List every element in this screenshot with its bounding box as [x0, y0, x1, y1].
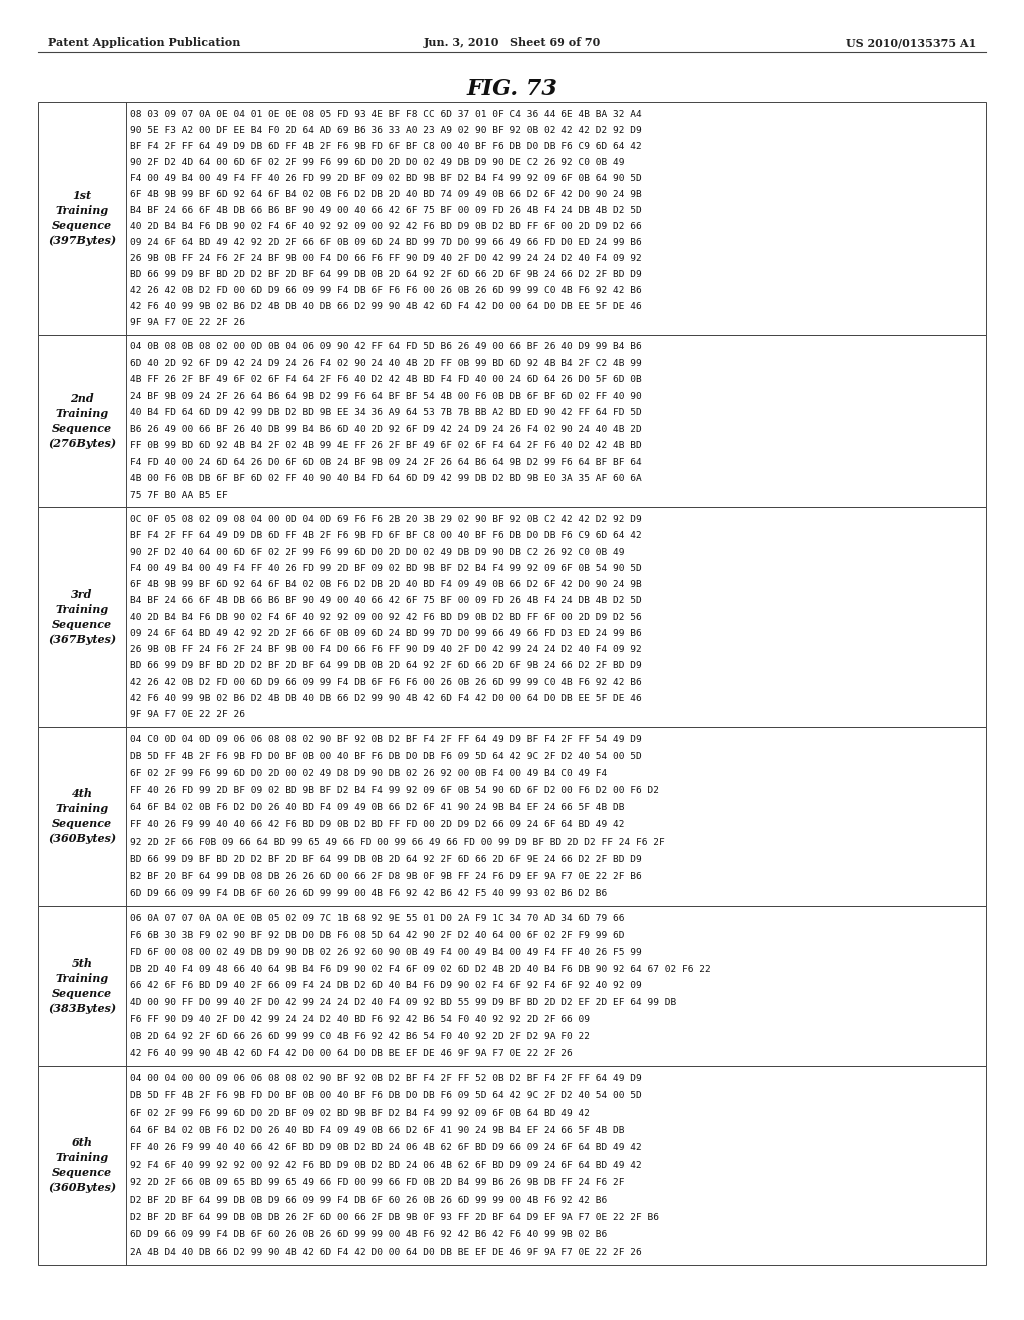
Text: D2 BF 2D BF 64 99 DB 0B DB 26 2F 6D 00 66 2F DB 9B 0F 93 FF 2D BF 64 D9 EF 9A F7: D2 BF 2D BF 64 99 DB 0B DB 26 2F 6D 00 6…: [130, 1213, 659, 1222]
Text: 6F 4B 9B 99 BF 6D 92 64 6F B4 02 0B F6 D2 DB 2D 40 BD 74 09 49 0B 66 D2 6F 42 D0: 6F 4B 9B 99 BF 6D 92 64 6F B4 02 0B F6 D…: [130, 190, 642, 199]
Text: 04 C0 0D 04 0D 09 06 06 08 08 02 90 BF 92 0B D2 BF F4 2F FF 64 49 D9 BF F4 2F FF: 04 C0 0D 04 0D 09 06 06 08 08 02 90 BF 9…: [130, 735, 642, 743]
Text: 2nd
Training
Sequence
(276Bytes): 2nd Training Sequence (276Bytes): [48, 393, 116, 449]
Text: 4B 00 F6 0B DB 6F BF 6D 02 FF 40 90 40 B4 FD 64 6D D9 42 99 DB D2 BD 9B E0 3A 35: 4B 00 F6 0B DB 6F BF 6D 02 FF 40 90 40 B…: [130, 474, 642, 483]
Text: 6th
Training
Sequence
(360Bytes): 6th Training Sequence (360Bytes): [48, 1138, 116, 1193]
Text: 90 2F D2 4D 64 00 6D 6F 02 2F 99 F6 99 6D D0 2D D0 02 49 DB D9 90 DE C2 26 92 C0: 90 2F D2 4D 64 00 6D 6F 02 2F 99 F6 99 6…: [130, 157, 625, 166]
Text: 0C 0F 05 08 02 09 08 04 00 0D 04 0D 69 F6 F6 2B 20 3B 29 02 90 BF 92 0B C2 42 42: 0C 0F 05 08 02 09 08 04 00 0D 04 0D 69 F…: [130, 515, 642, 524]
Text: US 2010/0135375 A1: US 2010/0135375 A1: [846, 37, 976, 48]
Text: B4 BF 24 66 6F 4B DB 66 B6 BF 90 49 00 40 66 42 6F 75 BF 00 09 FD 26 4B F4 24 DB: B4 BF 24 66 6F 4B DB 66 B6 BF 90 49 00 4…: [130, 206, 642, 215]
Text: FF 0B 99 BD 6D 92 4B B4 2F 02 4B 99 4E FF 26 2F BF 49 6F 02 6F F4 64 2F F6 40 D2: FF 0B 99 BD 6D 92 4B B4 2F 02 4B 99 4E F…: [130, 441, 642, 450]
Text: B4 BF 24 66 6F 4B DB 66 B6 BF 90 49 00 40 66 42 6F 75 BF 00 09 FD 26 4B F4 24 DB: B4 BF 24 66 6F 4B DB 66 B6 BF 90 49 00 4…: [130, 597, 642, 606]
Text: 64 6F B4 02 0B F6 D2 D0 26 40 BD F4 09 49 0B 66 D2 6F 41 90 24 9B B4 EF 24 66 5F: 64 6F B4 02 0B F6 D2 D0 26 40 BD F4 09 4…: [130, 804, 625, 812]
Text: F4 00 49 B4 00 49 F4 FF 40 26 FD 99 2D BF 09 02 BD 9B BF D2 B4 F4 99 92 09 6F 0B: F4 00 49 B4 00 49 F4 FF 40 26 FD 99 2D B…: [130, 174, 642, 182]
Text: 5th
Training
Sequence
(383Bytes): 5th Training Sequence (383Bytes): [48, 958, 116, 1014]
Text: 42 F6 40 99 90 4B 42 6D F4 42 D0 00 64 D0 DB BE EF DE 46 9F 9A F7 0E 22 2F 26: 42 F6 40 99 90 4B 42 6D F4 42 D0 00 64 D…: [130, 1048, 572, 1057]
Text: 08 03 09 07 0A 0E 04 01 0E 0E 08 05 FD 93 4E BF F8 CC 6D 37 01 0F C4 36 44 6E 4B: 08 03 09 07 0A 0E 04 01 0E 0E 08 05 FD 9…: [130, 110, 642, 119]
Text: 42 26 42 0B D2 FD 00 6D D9 66 09 99 F4 DB 6F F6 F6 00 26 0B 26 6D 99 99 C0 4B F6: 42 26 42 0B D2 FD 00 6D D9 66 09 99 F4 D…: [130, 677, 642, 686]
Bar: [38, 102, 986, 334]
Text: 42 F6 40 99 9B 02 B6 D2 4B DB 40 DB 66 D2 99 90 4B 42 6D F4 42 D0 00 64 D0 DB EE: 42 F6 40 99 9B 02 B6 D2 4B DB 40 DB 66 D…: [130, 694, 642, 702]
Text: BF F4 2F FF 64 49 D9 DB 6D FF 4B 2F F6 9B FD 6F BF C8 00 40 BF F6 DB D0 DB F6 C9: BF F4 2F FF 64 49 D9 DB 6D FF 4B 2F F6 9…: [130, 141, 642, 150]
Text: 66 42 6F F6 BD D9 40 2F 66 09 F4 24 DB D2 6D 40 B4 F6 D9 90 02 F4 6F 92 F4 6F 92: 66 42 6F F6 BD D9 40 2F 66 09 F4 24 DB D…: [130, 981, 642, 990]
Text: 4th
Training
Sequence
(360Bytes): 4th Training Sequence (360Bytes): [48, 788, 116, 845]
Text: Patent Application Publication: Patent Application Publication: [48, 37, 241, 48]
Text: 42 F6 40 99 9B 02 B6 D2 4B DB 40 DB 66 D2 99 90 4B 42 6D F4 42 D0 00 64 D0 DB EE: 42 F6 40 99 9B 02 B6 D2 4B DB 40 DB 66 D…: [130, 302, 642, 312]
Text: FF 40 26 F9 99 40 40 66 42 F6 BD D9 0B D2 BD FF FD 00 2D D9 D2 66 09 24 6F 64 BD: FF 40 26 F9 99 40 40 66 42 F6 BD D9 0B D…: [130, 821, 625, 829]
Text: 6D D9 66 09 99 F4 DB 6F 60 26 0B 26 6D 99 99 00 4B F6 92 42 B6 42 F6 40 99 9B 02: 6D D9 66 09 99 F4 DB 6F 60 26 0B 26 6D 9…: [130, 1230, 607, 1239]
Text: 4D 00 90 FF D0 99 40 2F D0 42 99 24 24 D2 40 F4 09 92 BD 55 99 D9 BF BD 2D D2 EF: 4D 00 90 FF D0 99 40 2F D0 42 99 24 24 D…: [130, 998, 676, 1007]
Text: 0B 2D 64 92 2F 6D 66 26 6D 99 99 C0 4B F6 92 42 B6 54 F0 40 92 2D 2F D2 9A F0 22: 0B 2D 64 92 2F 6D 66 26 6D 99 99 C0 4B F…: [130, 1032, 590, 1041]
Text: 40 2D B4 B4 F6 DB 90 02 F4 6F 40 92 92 09 00 92 42 F6 BD D9 0B D2 BD FF 6F 00 2D: 40 2D B4 B4 F6 DB 90 02 F4 6F 40 92 92 0…: [130, 222, 642, 231]
Text: 6D D9 66 09 99 F4 DB 6F 60 26 6D 99 99 00 4B F6 92 42 B6 42 F5 40 99 93 02 B6 D2: 6D D9 66 09 99 F4 DB 6F 60 26 6D 99 99 0…: [130, 890, 607, 898]
Text: D2 BF 2D BF 64 99 DB 0B D9 66 09 99 F4 DB 6F 60 26 0B 26 6D 99 99 00 4B F6 92 42: D2 BF 2D BF 64 99 DB 0B D9 66 09 99 F4 D…: [130, 1196, 607, 1205]
Bar: [38, 906, 986, 1065]
Text: 92 F4 6F 40 99 92 92 00 92 42 F6 BD D9 0B D2 BD 24 06 4B 62 6F BD D9 09 24 6F 64: 92 F4 6F 40 99 92 92 00 92 42 F6 BD D9 0…: [130, 1160, 642, 1170]
Text: DB 5D FF 4B 2F F6 9B FD D0 BF 0B 00 40 BF F6 DB D0 DB F6 09 5D 64 42 9C 2F D2 40: DB 5D FF 4B 2F F6 9B FD D0 BF 0B 00 40 B…: [130, 752, 642, 760]
Text: 42 26 42 0B D2 FD 00 6D D9 66 09 99 F4 DB 6F F6 F6 00 26 0B 26 6D 99 99 C0 4B F6: 42 26 42 0B D2 FD 00 6D D9 66 09 99 F4 D…: [130, 286, 642, 294]
Text: 1st
Training
Sequence
(397Bytes): 1st Training Sequence (397Bytes): [48, 190, 116, 247]
Text: B2 BF 20 BF 64 99 DB 08 DB 26 26 6D 00 66 2F D8 9B 0F 9B FF 24 F6 D9 EF 9A F7 0E: B2 BF 20 BF 64 99 DB 08 DB 26 26 6D 00 6…: [130, 873, 642, 880]
Text: 9F 9A F7 0E 22 2F 26: 9F 9A F7 0E 22 2F 26: [130, 318, 245, 327]
Text: Jun. 3, 2010   Sheet 69 of 70: Jun. 3, 2010 Sheet 69 of 70: [423, 37, 601, 48]
Text: 26 9B 0B FF 24 F6 2F 24 BF 9B 00 F4 D0 66 F6 FF 90 D9 40 2F D0 42 99 24 24 D2 40: 26 9B 0B FF 24 F6 2F 24 BF 9B 00 F4 D0 6…: [130, 253, 642, 263]
Text: FF 40 26 F9 99 40 40 66 42 6F BD D9 0B D2 BD 24 06 4B 62 6F BD D9 66 09 24 6F 64: FF 40 26 F9 99 40 40 66 42 6F BD D9 0B D…: [130, 1143, 642, 1152]
Text: FF 40 26 FD 99 2D BF 09 02 BD 9B BF D2 B4 F4 99 92 09 6F 0B 54 90 6D 6F D2 00 F6: FF 40 26 FD 99 2D BF 09 02 BD 9B BF D2 B…: [130, 787, 659, 795]
Bar: [38, 727, 986, 906]
Text: 92 2D 2F 66 0B 09 65 BD 99 65 49 66 FD 00 99 66 FD 0B 2D B4 99 B6 26 9B DB FF 24: 92 2D 2F 66 0B 09 65 BD 99 65 49 66 FD 0…: [130, 1179, 625, 1187]
Text: F4 00 49 B4 00 49 F4 FF 40 26 FD 99 2D BF 09 02 BD 9B BF D2 B4 F4 99 92 09 6F 0B: F4 00 49 B4 00 49 F4 FF 40 26 FD 99 2D B…: [130, 564, 642, 573]
Text: BD 66 99 D9 BF BD 2D D2 BF 2D BF 64 99 DB 0B 2D 64 92 2F 6D 66 2D 6F 9E 24 66 D2: BD 66 99 D9 BF BD 2D D2 BF 2D BF 64 99 D…: [130, 855, 642, 863]
Text: 90 2F D2 40 64 00 6D 6F 02 2F 99 F6 99 6D D0 2D D0 02 49 DB D9 90 DB C2 26 92 C0: 90 2F D2 40 64 00 6D 6F 02 2F 99 F6 99 6…: [130, 548, 625, 557]
Text: 75 7F B0 AA B5 EF: 75 7F B0 AA B5 EF: [130, 491, 227, 500]
Text: BD 66 99 D9 BF BD 2D D2 BF 2D BF 64 99 DB 0B 2D 64 92 2F 6D 66 2D 6F 9B 24 66 D2: BD 66 99 D9 BF BD 2D D2 BF 2D BF 64 99 D…: [130, 661, 642, 671]
Text: F6 FF 90 D9 40 2F D0 42 99 24 24 D2 40 BD F6 92 42 B6 54 F0 40 92 92 2D 2F 66 09: F6 FF 90 D9 40 2F D0 42 99 24 24 D2 40 B…: [130, 1015, 590, 1024]
Bar: [38, 334, 986, 507]
Text: 90 5E F3 A2 00 DF EE B4 F0 2D 64 AD 69 B6 36 33 A0 23 A9 02 90 BF 92 0B 02 42 42: 90 5E F3 A2 00 DF EE B4 F0 2D 64 AD 69 B…: [130, 125, 642, 135]
Text: BF F4 2F FF 64 49 D9 DB 6D FF 4B 2F F6 9B FD 6F BF C8 00 40 BF F6 DB D0 DB F6 C9: BF F4 2F FF 64 49 D9 DB 6D FF 4B 2F F6 9…: [130, 531, 642, 540]
Text: 4B FF 26 2F BF 49 6F 02 6F F4 64 2F F6 40 D2 42 4B BD F4 FD 40 00 24 6D 64 26 D0: 4B FF 26 2F BF 49 6F 02 6F F4 64 2F F6 4…: [130, 375, 642, 384]
Text: B6 26 49 00 66 BF 26 40 DB 99 B4 B6 6D 40 2D 92 6F D9 42 24 D9 24 26 F4 02 90 24: B6 26 49 00 66 BF 26 40 DB 99 B4 B6 6D 4…: [130, 425, 642, 434]
Bar: [38, 1065, 986, 1265]
Text: 6F 4B 9B 99 BF 6D 92 64 6F B4 02 0B F6 D2 DB 2D 40 BD F4 09 49 0B 66 D2 6F 42 D0: 6F 4B 9B 99 BF 6D 92 64 6F B4 02 0B F6 D…: [130, 579, 642, 589]
Text: 6F 02 2F 99 F6 99 6D D0 2D 00 02 49 D8 D9 90 DB 02 26 92 00 0B F4 00 49 B4 C0 49: 6F 02 2F 99 F6 99 6D D0 2D 00 02 49 D8 D…: [130, 770, 607, 777]
Text: F4 FD 40 00 24 6D 64 26 D0 6F 6D 0B 24 BF 9B 09 24 2F 26 64 B6 64 9B D2 99 F6 64: F4 FD 40 00 24 6D 64 26 D0 6F 6D 0B 24 B…: [130, 458, 642, 467]
Text: 09 24 6F 64 BD 49 42 92 2D 2F 66 6F 0B 09 6D 24 BD 99 7D D0 99 66 49 66 FD D3 ED: 09 24 6F 64 BD 49 42 92 2D 2F 66 6F 0B 0…: [130, 628, 642, 638]
Text: 04 00 04 00 00 09 06 06 08 08 02 90 BF 92 0B D2 BF F4 2F FF 52 0B D2 BF F4 2F FF: 04 00 04 00 00 09 06 06 08 08 02 90 BF 9…: [130, 1074, 642, 1082]
Text: 40 B4 FD 64 6D D9 42 99 DB D2 BD 9B EE 34 36 A9 64 53 7B 7B BB A2 BD ED 90 42 FF: 40 B4 FD 64 6D D9 42 99 DB D2 BD 9B EE 3…: [130, 408, 642, 417]
Text: DB 5D FF 4B 2F F6 9B FD D0 BF 0B 00 40 BF F6 DB D0 DB F6 09 5D 64 42 9C 2F D2 40: DB 5D FF 4B 2F F6 9B FD D0 BF 0B 00 40 B…: [130, 1092, 642, 1101]
Text: FIG. 73: FIG. 73: [467, 78, 557, 100]
Text: 64 6F B4 02 0B F6 D2 D0 26 40 BD F4 09 49 0B 66 D2 6F 41 90 24 9B B4 EF 24 66 5F: 64 6F B4 02 0B F6 D2 D0 26 40 BD F4 09 4…: [130, 1126, 625, 1135]
Bar: [38, 507, 986, 727]
Text: 26 9B 0B FF 24 F6 2F 24 BF 9B 00 F4 D0 66 F6 FF 90 D9 40 2F D0 42 99 24 24 D2 40: 26 9B 0B FF 24 F6 2F 24 BF 9B 00 F4 D0 6…: [130, 645, 642, 653]
Text: 6F 02 2F 99 F6 99 6D D0 2D BF 09 02 BD 9B BF D2 B4 F4 99 92 09 6F 0B 64 BD 49 42: 6F 02 2F 99 F6 99 6D D0 2D BF 09 02 BD 9…: [130, 1109, 590, 1118]
Text: 09 24 6F 64 BD 49 42 92 2D 2F 66 6F 0B 09 6D 24 BD 99 7D D0 99 66 49 66 FD D0 ED: 09 24 6F 64 BD 49 42 92 2D 2F 66 6F 0B 0…: [130, 238, 642, 247]
Text: DB 2D 40 F4 09 48 66 40 64 9B B4 F6 D9 90 02 F4 6F 09 02 6D D2 4B 2D 40 B4 F6 DB: DB 2D 40 F4 09 48 66 40 64 9B B4 F6 D9 9…: [130, 965, 711, 974]
Text: 3rd
Training
Sequence
(367Bytes): 3rd Training Sequence (367Bytes): [48, 589, 116, 645]
Text: 06 0A 07 07 0A 0A 0E 0B 05 02 09 7C 1B 68 92 9E 55 01 D0 2A F9 1C 34 70 AD 34 6D: 06 0A 07 07 0A 0A 0E 0B 05 02 09 7C 1B 6…: [130, 913, 625, 923]
Text: 6D 40 2D 92 6F D9 42 24 D9 24 26 F4 02 90 24 40 4B 2D FF 0B 99 BD 6D 92 4B B4 2F: 6D 40 2D 92 6F D9 42 24 D9 24 26 F4 02 9…: [130, 359, 642, 368]
Text: FD 6F 00 08 00 02 49 DB D9 90 DB 02 26 92 60 90 0B 49 F4 00 49 B4 00 49 F4 FF 40: FD 6F 00 08 00 02 49 DB D9 90 DB 02 26 9…: [130, 948, 642, 957]
Text: 9F 9A F7 0E 22 2F 26: 9F 9A F7 0E 22 2F 26: [130, 710, 245, 719]
Text: 04 0B 08 0B 08 02 00 0D 0B 04 06 09 90 42 FF 64 FD 5D B6 26 49 00 66 BF 26 40 D9: 04 0B 08 0B 08 02 00 0D 0B 04 06 09 90 4…: [130, 342, 642, 351]
Text: 40 2D B4 B4 F6 DB 90 02 F4 6F 40 92 92 09 00 92 42 F6 BD D9 0B D2 BD FF 6F 00 2D: 40 2D B4 B4 F6 DB 90 02 F4 6F 40 92 92 0…: [130, 612, 642, 622]
Text: 92 2D 2F 66 F0B 09 66 64 BD 99 65 49 66 FD 00 99 66 49 66 FD 00 99 D9 BF BD 2D D: 92 2D 2F 66 F0B 09 66 64 BD 99 65 49 66 …: [130, 838, 665, 846]
Text: 2A 4B D4 40 DB 66 D2 99 90 4B 42 6D F4 42 D0 00 64 D0 DB BE EF DE 46 9F 9A F7 0E: 2A 4B D4 40 DB 66 D2 99 90 4B 42 6D F4 4…: [130, 1247, 642, 1257]
Text: 24 BF 9B 09 24 2F 26 64 B6 64 9B D2 99 F6 64 BF BF 54 4B 00 F6 0B DB 6F BF 6D 02: 24 BF 9B 09 24 2F 26 64 B6 64 9B D2 99 F…: [130, 392, 642, 401]
Text: BD 66 99 D9 BF BD 2D D2 BF 2D BF 64 99 DB 0B 2D 64 92 2F 6D 66 2D 6F 9B 24 66 D2: BD 66 99 D9 BF BD 2D D2 BF 2D BF 64 99 D…: [130, 271, 642, 279]
Text: F6 6B 30 3B F9 02 90 BF 92 DB D0 DB F6 08 5D 64 42 90 2F D2 40 64 00 6F 02 2F F9: F6 6B 30 3B F9 02 90 BF 92 DB D0 DB F6 0…: [130, 931, 625, 940]
